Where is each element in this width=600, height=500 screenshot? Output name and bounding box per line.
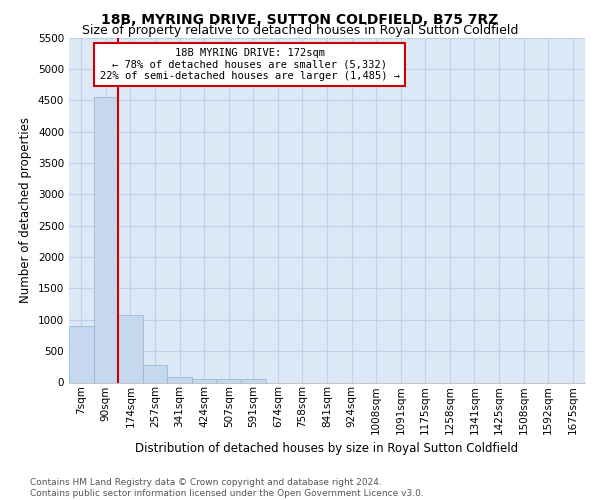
Text: Contains HM Land Registry data © Crown copyright and database right 2024.
Contai: Contains HM Land Registry data © Crown c…	[30, 478, 424, 498]
Text: Size of property relative to detached houses in Royal Sutton Coldfield: Size of property relative to detached ho…	[82, 24, 518, 37]
X-axis label: Distribution of detached houses by size in Royal Sutton Coldfield: Distribution of detached houses by size …	[136, 442, 518, 456]
Bar	[241, 378, 266, 382]
Bar	[167, 378, 192, 382]
Bar	[118, 315, 143, 382]
Bar	[94, 97, 118, 382]
Bar	[143, 365, 167, 382]
Y-axis label: Number of detached properties: Number of detached properties	[19, 117, 32, 303]
Bar	[192, 378, 217, 382]
Text: 18B MYRING DRIVE: 172sqm
← 78% of detached houses are smaller (5,332)
22% of sem: 18B MYRING DRIVE: 172sqm ← 78% of detach…	[100, 48, 400, 81]
Text: 18B, MYRING DRIVE, SUTTON COLDFIELD, B75 7RZ: 18B, MYRING DRIVE, SUTTON COLDFIELD, B75…	[101, 12, 499, 26]
Bar	[69, 326, 94, 382]
Bar	[217, 378, 241, 382]
